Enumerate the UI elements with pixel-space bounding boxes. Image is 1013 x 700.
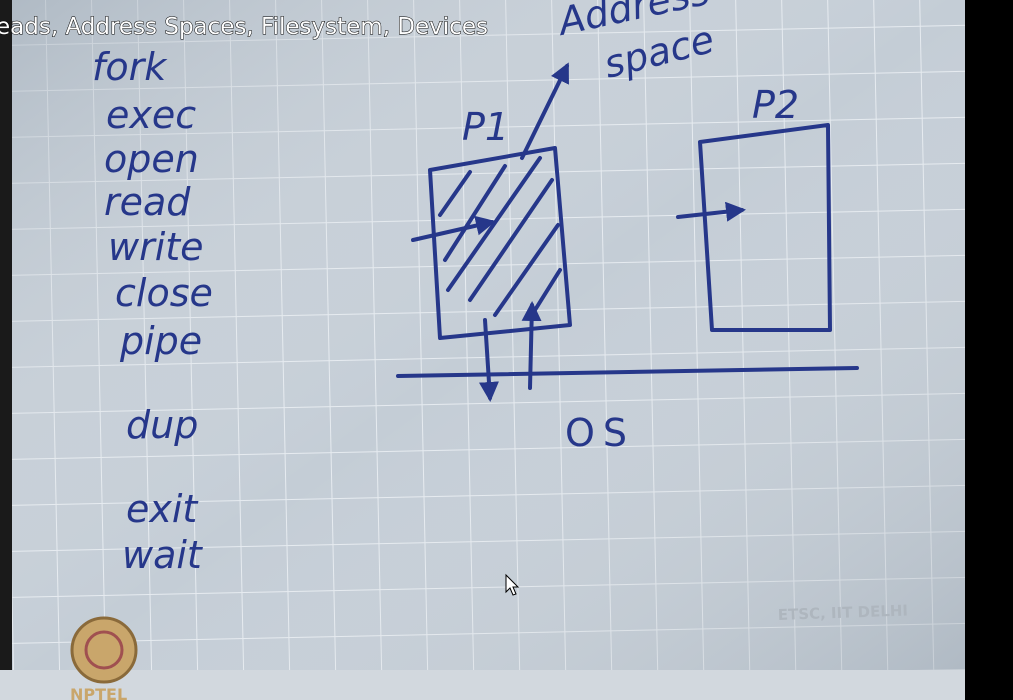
syscall-label: exit [126, 487, 199, 531]
p1-arrow-in [411, 215, 496, 242]
syscall-label: dup [126, 403, 198, 447]
syscall-label: wait [122, 533, 204, 577]
syscall-label: open [104, 137, 199, 181]
paper-bottom [0, 670, 965, 700]
address-space-arrow [520, 62, 569, 160]
logo-text: NPTEL [70, 685, 127, 700]
syscall-label: fork [92, 45, 168, 89]
p2-arrow-in [676, 201, 746, 222]
syscall-label: write [108, 225, 204, 269]
os-line [396, 366, 859, 378]
p1-box [428, 146, 572, 340]
p1-label: P1 [462, 105, 509, 149]
os-label: OS [565, 411, 635, 455]
p1-arrow-down [478, 318, 499, 402]
syscall-label: exec [106, 93, 196, 137]
syscall-label: read [104, 180, 191, 224]
watermark: ETSC, IIT DELHI [778, 601, 909, 624]
paper-shade [0, 0, 965, 700]
left-edge [0, 0, 12, 700]
syscall-label: pipe [119, 319, 202, 363]
logo-wheel [70, 616, 138, 684]
mouse-cursor [505, 573, 520, 596]
syscall-label: close [115, 271, 213, 315]
video-title: eads, Address Spaces, Filesystem, Device… [0, 14, 488, 40]
p2-box [698, 123, 832, 332]
logo-hub [84, 630, 124, 670]
p2-label: P2 [752, 83, 799, 127]
